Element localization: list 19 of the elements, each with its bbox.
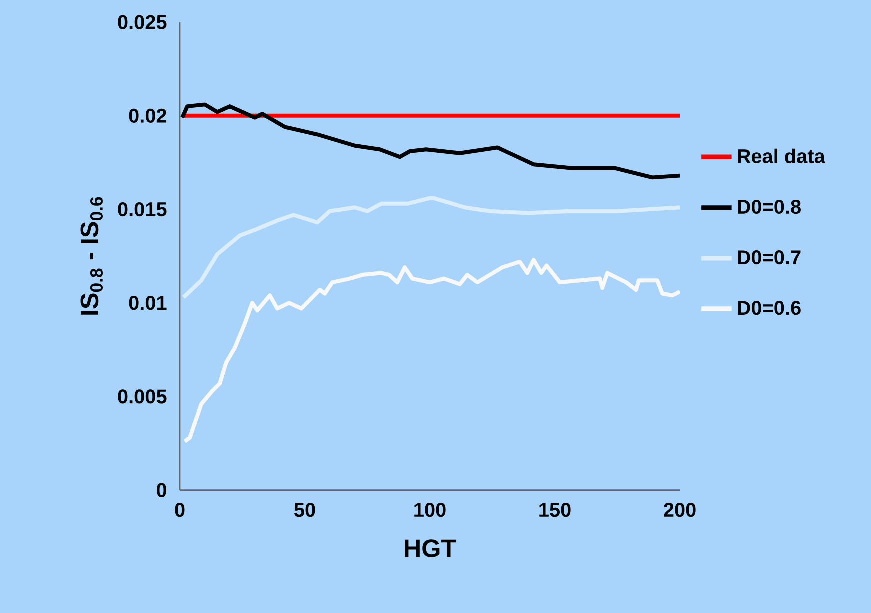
x-tick-label: 0 xyxy=(175,503,185,518)
y-tick-label: 0.025 xyxy=(118,15,167,30)
x-tick-label: 100 xyxy=(414,503,446,518)
x-tick-label: 50 xyxy=(294,503,316,518)
y-tick-label: 0 xyxy=(157,483,166,498)
y-tick-label: 0.015 xyxy=(118,202,167,217)
y-tick-label: 0.01 xyxy=(129,296,167,310)
legend-label: Real data xyxy=(738,148,826,164)
y-tick-label: 0.005 xyxy=(118,390,167,404)
legend-label: D0=0.8 xyxy=(738,200,801,214)
line-series xyxy=(182,196,680,300)
legend-label: D0=0.6 xyxy=(738,301,801,316)
y-axis-title: IS$_{0.8}$ - IS$_{0.6}$ xyxy=(80,197,103,315)
legend-label: D0=0.7 xyxy=(738,250,801,265)
x-axis-title: HGT xyxy=(405,540,456,558)
y-tick-label: 0.02 xyxy=(129,108,166,123)
line-series xyxy=(183,258,680,444)
x-tick-label: 150 xyxy=(540,503,571,518)
x-tick-label: 200 xyxy=(664,503,696,518)
